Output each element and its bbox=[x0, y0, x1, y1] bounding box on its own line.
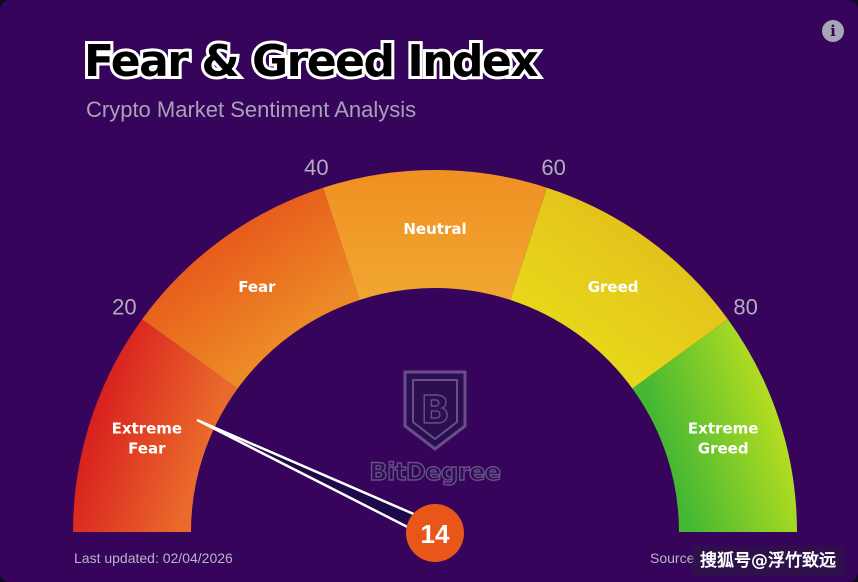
gauge-segment-fear bbox=[142, 187, 360, 389]
gauge-value-text: 14 bbox=[421, 519, 450, 549]
gauge-tick-40: 40 bbox=[304, 155, 328, 180]
source-text: Source bbox=[650, 550, 695, 566]
watermark-text: 搜狐号@浮竹致远 bbox=[700, 551, 836, 571]
gauge-segment-label: Fear bbox=[238, 278, 276, 296]
gauge-tick-20: 20 bbox=[112, 294, 136, 319]
page-subtitle: Crypto Market Sentiment Analysis bbox=[86, 97, 417, 122]
bitdegree-shield-logo bbox=[403, 370, 467, 451]
gauge-hub: 14 bbox=[406, 504, 464, 562]
gauge-tick-60: 60 bbox=[541, 155, 565, 180]
gauge-tick-labels: 20 40 60 80 bbox=[112, 155, 758, 319]
gauge-segment-label: Neutral bbox=[403, 220, 466, 238]
bitdegree-logo: B BitDegree bbox=[369, 370, 502, 487]
watermark-box: 搜狐号@浮竹致远 bbox=[692, 546, 844, 576]
page-title: Fear & Greed Index bbox=[81, 33, 542, 90]
bitdegree-shield-inner bbox=[412, 379, 458, 441]
gauge-tick-80: 80 bbox=[733, 294, 757, 319]
gauge-segment-extreme-fear bbox=[73, 319, 238, 532]
gauge-segments bbox=[73, 170, 797, 532]
gauge-segment-greed bbox=[510, 187, 728, 389]
gauge-value-badge bbox=[406, 504, 464, 562]
bitdegree-logo-letter: B bbox=[421, 388, 449, 432]
gauge-segment-label: Extreme Greed bbox=[688, 419, 758, 457]
gauge-segment-extreme-greed bbox=[632, 319, 797, 532]
info-icon[interactable]: i bbox=[822, 20, 844, 42]
gauge-segment-labels: Extreme Fear Fear Neutral Greed Extreme Greed bbox=[112, 220, 759, 457]
last-updated-text: Last updated: 02/04/2026 bbox=[74, 550, 233, 566]
gauge-segment-label: Greed bbox=[588, 278, 639, 296]
gauge-segment-neutral bbox=[323, 170, 547, 300]
gauge-segment-label: Extreme Fear bbox=[112, 419, 182, 457]
brand-name: BitDegree bbox=[369, 458, 500, 486]
